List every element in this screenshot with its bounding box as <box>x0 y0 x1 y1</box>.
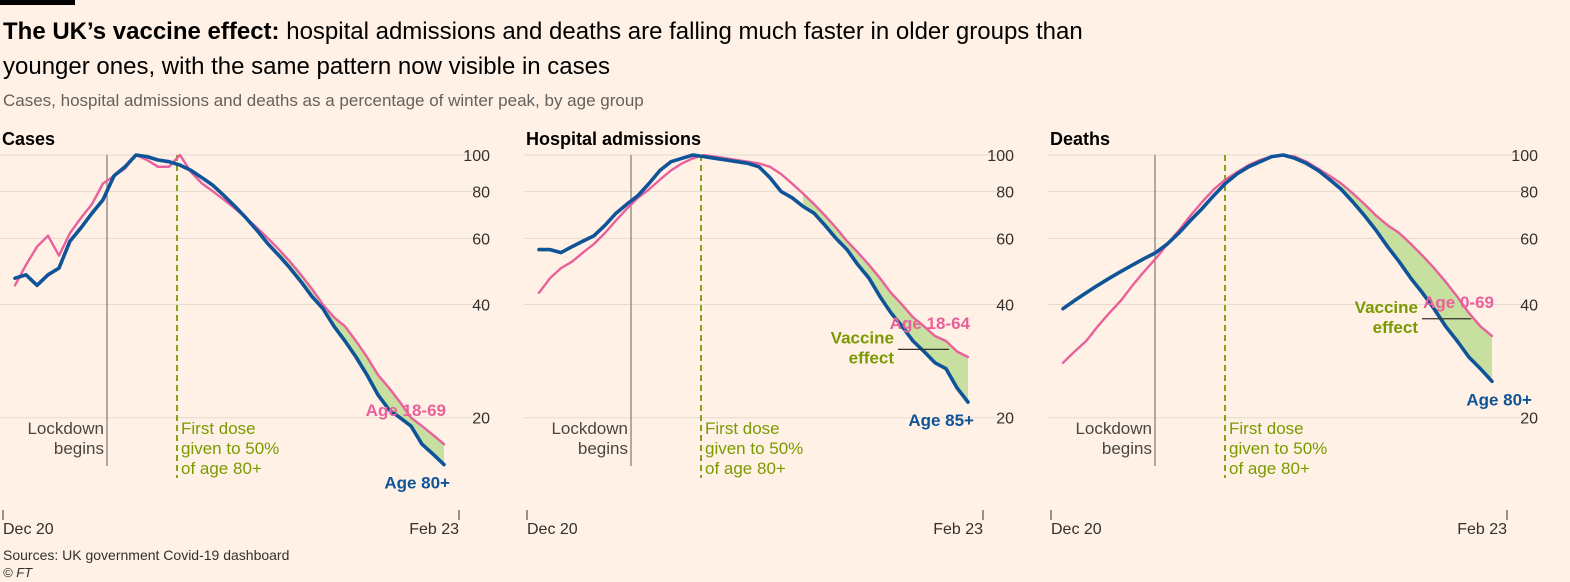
chart3-lockdown-label: Lockdown <box>1075 419 1152 438</box>
chart2-series-label-old: Age 85+ <box>908 411 974 430</box>
chart3-y-tick-label: 60 <box>1520 231 1538 248</box>
chart2-first-dose-label: First dose <box>705 419 780 438</box>
chart3-first-dose-label: First dose <box>1229 419 1304 438</box>
chart1-series-label-young: Age 18-69 <box>366 401 446 420</box>
chart2-series-line-old <box>537 153 970 404</box>
chart3-series-label-old: Age 80+ <box>1466 390 1532 409</box>
chart1-x-label-end: Feb 23 <box>409 521 459 538</box>
chart2-y-tick-label: 40 <box>996 298 1014 315</box>
chart3-lockdown-label: begins <box>1102 439 1152 458</box>
chart3-y-tick-label: 100 <box>1511 148 1538 165</box>
chart2-y-tick-label: 60 <box>996 231 1014 248</box>
chart3-first-dose-label: of age 80+ <box>1229 459 1310 478</box>
chart2-title: Hospital admissions <box>526 129 701 149</box>
chart3-vaccine-effect-label: Vaccine <box>1355 298 1418 317</box>
chart1-lockdown-label: Lockdown <box>27 419 104 438</box>
chart1-series-line-old <box>13 153 446 467</box>
chart1-first-dose-label: given to 50% <box>181 439 279 458</box>
chart2-x-label-end: Feb 23 <box>933 521 983 538</box>
chart2-first-dose-label: of age 80+ <box>705 459 786 478</box>
chart3-vaccine-effect-label: effect <box>1373 318 1419 337</box>
chart3-x-label-start: Dec 20 <box>1051 521 1102 538</box>
chart1-y-tick-label: 80 <box>472 184 490 201</box>
chart3-y-tick-label: 80 <box>1520 184 1538 201</box>
chart1-y-tick-label: 20 <box>472 411 490 428</box>
chart3-series-line-young <box>1061 153 1494 364</box>
title-bold: The UK’s vaccine effect: <box>3 18 280 45</box>
chart1-series-label-old: Age 80+ <box>384 474 450 493</box>
chart2-y-tick-label: 100 <box>987 148 1014 165</box>
chart2-lockdown-label: begins <box>578 439 628 458</box>
chart2-vaccine-effect-area <box>803 193 968 403</box>
chart1-y-tick-label: 40 <box>472 298 490 315</box>
chart2-series-line-young <box>537 153 970 359</box>
chart3-series-line-old <box>1061 153 1494 384</box>
chart3-series-label-young: Age 0-69 <box>1423 293 1494 312</box>
chart3-first-dose-label: given to 50% <box>1229 439 1327 458</box>
chart2-vaccine-effect-label: effect <box>849 348 895 367</box>
chart1-first-dose-label: of age 80+ <box>181 459 262 478</box>
chart1-series-line-young <box>13 153 446 446</box>
chart1-lockdown-label: begins <box>54 439 104 458</box>
chart-title: The UK’s vaccine effect: hospital admiss… <box>3 14 1153 84</box>
chart1-y-tick-label: 60 <box>472 231 490 248</box>
chart2-x-label-start: Dec 20 <box>527 521 578 538</box>
chart3-title: Deaths <box>1050 129 1110 149</box>
chart1-vaccine-effect-area <box>279 249 444 465</box>
chart3-y-tick-label: 20 <box>1520 411 1538 428</box>
chart2-series-label-young: Age 18-64 <box>890 314 971 333</box>
copyright: © FT <box>3 565 33 580</box>
chart2-y-tick-label: 20 <box>996 411 1014 428</box>
chart3-y-tick-label: 40 <box>1520 298 1538 315</box>
chart1-first-dose-label: First dose <box>181 419 256 438</box>
source-note: Sources: UK government Covid-19 dashboar… <box>3 547 290 563</box>
title-rest: hospital admissions and deaths are falli… <box>3 18 1083 80</box>
chart1-x-label-start: Dec 20 <box>3 521 54 538</box>
chart-subtitle: Cases, hospital admissions and deaths as… <box>3 91 644 110</box>
chart3-x-label-end: Feb 23 <box>1457 521 1507 538</box>
chart2-vaccine-effect-label: Vaccine <box>831 328 894 347</box>
chart2-first-dose-label: given to 50% <box>705 439 803 458</box>
chart3-vaccine-effect-area <box>1329 175 1492 382</box>
chart2-lockdown-label: Lockdown <box>551 419 628 438</box>
chart1-title: Cases <box>2 129 55 149</box>
chart1-y-tick-label: 100 <box>463 148 490 165</box>
ft-top-bar <box>0 0 75 5</box>
chart2-y-tick-label: 80 <box>996 184 1014 201</box>
